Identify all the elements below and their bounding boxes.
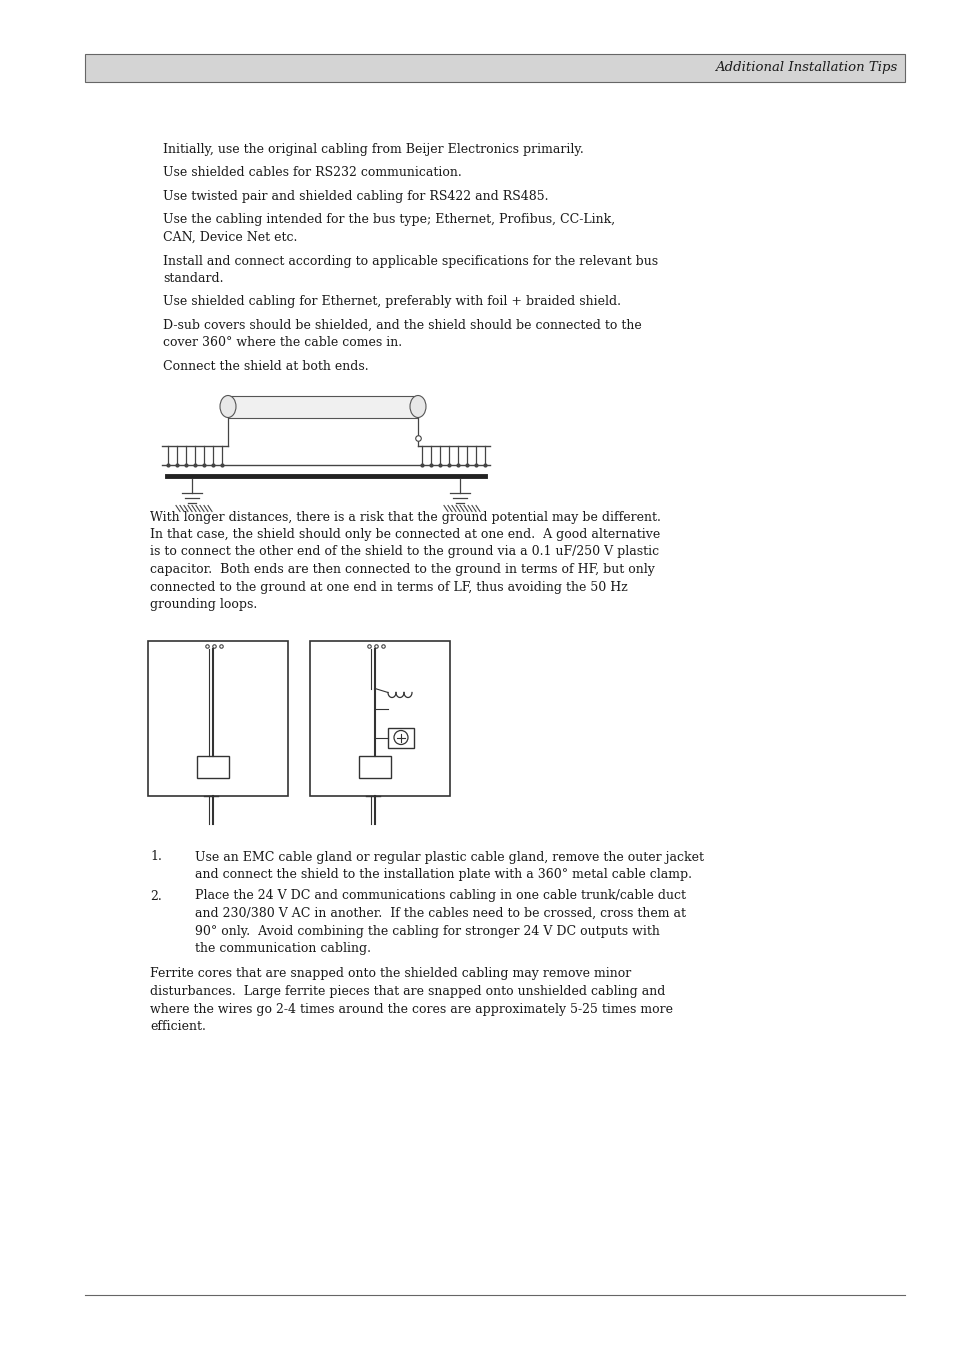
Bar [196, 756, 229, 778]
Bar [310, 640, 450, 795]
Text: 1.: 1. [150, 850, 162, 864]
Text: Install and connect according to applicable specifications for the relevant bus: Install and connect according to applica… [163, 255, 658, 267]
Bar [148, 640, 288, 795]
Text: Use twisted pair and shielded cabling for RS422 and RS485.: Use twisted pair and shielded cabling fo… [163, 190, 548, 202]
Text: efficient.: efficient. [150, 1021, 206, 1033]
Text: grounding loops.: grounding loops. [150, 598, 257, 612]
Text: capacitor.  Both ends are then connected to the ground in terms of HF, but only: capacitor. Both ends are then connected … [150, 563, 654, 576]
Text: the communication cabling.: the communication cabling. [194, 942, 371, 954]
Text: Initially, use the original cabling from Beijer Electronics primarily.: Initially, use the original cabling from… [163, 143, 583, 157]
Text: Connect the shield at both ends.: Connect the shield at both ends. [163, 360, 368, 373]
Bar [388, 728, 414, 748]
Text: Use the cabling intended for the bus type; Ethernet, Profibus, CC-Link,: Use the cabling intended for the bus typ… [163, 213, 615, 227]
Text: disturbances.  Large ferrite pieces that are snapped onto unshielded cabling and: disturbances. Large ferrite pieces that … [150, 986, 664, 998]
Text: where the wires go 2-4 times around the cores are approximately 5-25 times more: where the wires go 2-4 times around the … [150, 1003, 672, 1015]
Text: With longer distances, there is a risk that the ground potential may be differen: With longer distances, there is a risk t… [150, 510, 660, 524]
Text: CAN, Device Net etc.: CAN, Device Net etc. [163, 231, 297, 244]
Text: cover 360° where the cable comes in.: cover 360° where the cable comes in. [163, 336, 402, 350]
Text: In that case, the shield should only be connected at one end.  A good alternativ: In that case, the shield should only be … [150, 528, 659, 541]
Text: and connect the shield to the installation plate with a 360° metal cable clamp.: and connect the shield to the installati… [194, 868, 691, 882]
Ellipse shape [410, 396, 426, 417]
Text: connected to the ground at one end in terms of LF, thus avoiding the 50 Hz: connected to the ground at one end in te… [150, 580, 627, 594]
Bar [85, 54, 904, 82]
Text: standard.: standard. [163, 271, 223, 285]
Text: Place the 24 V DC and communications cabling in one cable trunk/cable duct: Place the 24 V DC and communications cab… [194, 890, 685, 903]
Text: and 230/380 V AC in another.  If the cables need to be crossed, cross them at: and 230/380 V AC in another. If the cabl… [194, 907, 685, 919]
Text: Use shielded cables for RS232 communication.: Use shielded cables for RS232 communicat… [163, 166, 461, 180]
Bar [228, 396, 417, 417]
Text: 2.: 2. [150, 890, 162, 903]
Text: Ferrite cores that are snapped onto the shielded cabling may remove minor: Ferrite cores that are snapped onto the … [150, 968, 631, 980]
Text: D-sub covers should be shielded, and the shield should be connected to the: D-sub covers should be shielded, and the… [163, 319, 641, 332]
Ellipse shape [220, 396, 235, 417]
Bar [358, 756, 391, 778]
Text: Use shielded cabling for Ethernet, preferably with foil + braided shield.: Use shielded cabling for Ethernet, prefe… [163, 296, 620, 309]
Text: Use an EMC cable gland or regular plastic cable gland, remove the outer jacket: Use an EMC cable gland or regular plasti… [194, 850, 703, 864]
Text: 90° only.  Avoid combining the cabling for stronger 24 V DC outputs with: 90° only. Avoid combining the cabling fo… [194, 925, 659, 937]
Text: Additional Installation Tips: Additional Installation Tips [714, 62, 896, 74]
Text: is to connect the other end of the shield to the ground via a 0.1 uF/250 V plast: is to connect the other end of the shiel… [150, 545, 659, 559]
